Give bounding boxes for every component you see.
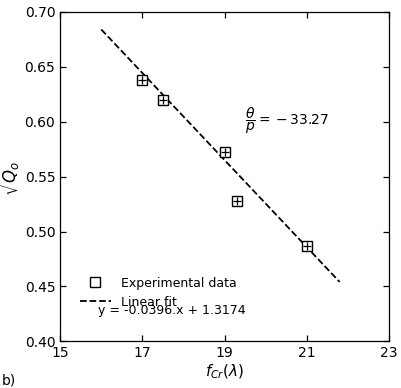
- Text: $\dfrac{\theta}{p}$$ = -33.27$: $\dfrac{\theta}{p}$$ = -33.27$: [245, 105, 330, 135]
- Text: y = -0.0396.x + 1.3174: y = -0.0396.x + 1.3174: [98, 303, 245, 317]
- Legend: Experimental data, Linear fit: Experimental data, Linear fit: [79, 277, 237, 309]
- Y-axis label: $\sqrt{Q_o}$: $\sqrt{Q_o}$: [0, 158, 22, 196]
- Text: b): b): [2, 373, 16, 387]
- X-axis label: $f_{Cr}(\lambda)$: $f_{Cr}(\lambda)$: [205, 363, 244, 381]
